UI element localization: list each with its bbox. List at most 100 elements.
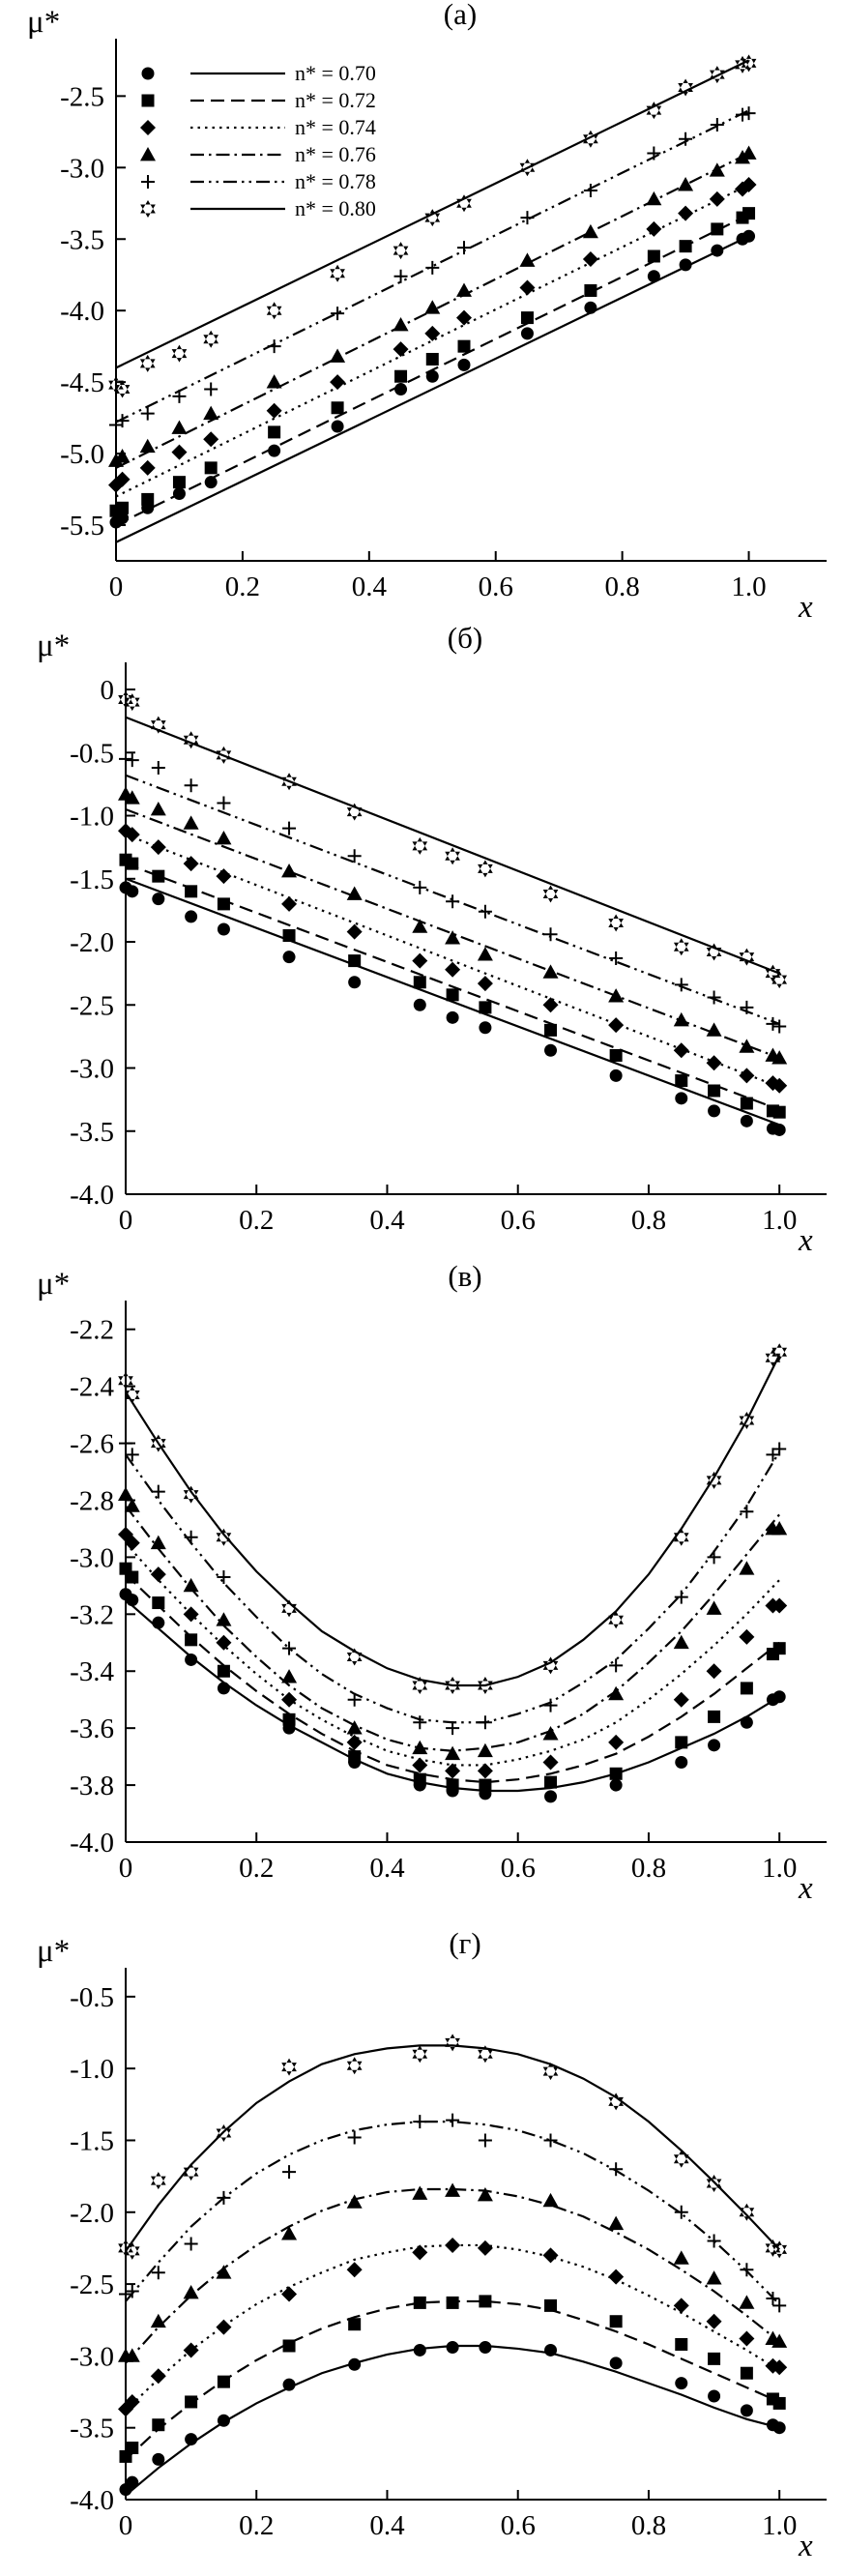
- data-point: [217, 1664, 230, 1678]
- data-point: [608, 2215, 625, 2231]
- y-tick-label: -4.0: [70, 1180, 114, 1211]
- x-tick-label: 0.4: [369, 1205, 405, 1236]
- data-point: [446, 1778, 459, 1792]
- data-point: [765, 1349, 781, 1367]
- data-point: [282, 2339, 296, 2353]
- panel-a: -5.5 -5.0 -4.5 -4.0 -3.5 -3.0 -2.5 0 0.2 0.4 0.6 0.…: [27, 0, 827, 625]
- data-point: [542, 1754, 559, 1771]
- data-point: [331, 401, 344, 415]
- data-point: [348, 976, 362, 989]
- data-point: [584, 283, 597, 297]
- data-point: [108, 453, 124, 467]
- data-point: [413, 1772, 426, 1786]
- y-tick-label: -5.0: [60, 439, 104, 470]
- x-tick-label: 0: [119, 2510, 133, 2541]
- data-point: [478, 904, 492, 919]
- data-point: [424, 209, 441, 227]
- data-point: [544, 1775, 558, 1789]
- data-point: [708, 2389, 721, 2403]
- x-tick-label: 0.4: [352, 571, 388, 602]
- data-point: [150, 2172, 166, 2190]
- data-point: [346, 886, 363, 900]
- data-point: [217, 2414, 230, 2427]
- data-point: [346, 1720, 363, 1735]
- fit-curve: [115, 184, 750, 498]
- data-point: [445, 930, 461, 945]
- data-point: [741, 54, 757, 73]
- data-point: [675, 2377, 688, 2390]
- y-tick-label: -0.5: [70, 738, 114, 769]
- data-point: [125, 1448, 139, 1462]
- fit-curve: [115, 59, 750, 369]
- data-point: [424, 300, 441, 314]
- data-point: [608, 2093, 624, 2111]
- data-point: [708, 1710, 721, 1723]
- data-point: [348, 2357, 362, 2371]
- panel-b: -4.0 -3.5 -3.0 -2.5 -2.0 -1.5 -1.0 -0.5 0 0 0.2 0.4…: [37, 621, 827, 1258]
- data-point: [185, 1653, 198, 1666]
- data-point: [772, 1019, 787, 1034]
- data-point: [542, 2063, 559, 2081]
- data-point: [412, 919, 428, 933]
- data-point: [330, 374, 346, 391]
- data-point: [771, 1520, 788, 1536]
- data-point: [204, 461, 218, 475]
- data-point: [675, 1736, 688, 1749]
- data-point: [216, 1634, 232, 1651]
- data-point: [217, 2375, 230, 2388]
- panel-label: (г): [449, 1926, 480, 1960]
- data-point: [140, 120, 156, 135]
- data-point: [118, 1371, 133, 1390]
- data-point: [139, 459, 156, 476]
- data-point: [172, 476, 186, 489]
- data-point: [609, 2356, 623, 2370]
- data-point: [477, 2239, 493, 2256]
- data-point: [393, 242, 409, 260]
- data-point: [152, 893, 165, 906]
- data-point: [183, 815, 199, 830]
- y-tick-label: -2.4: [70, 1372, 114, 1403]
- data-point: [183, 1606, 199, 1623]
- data-point: [456, 282, 472, 297]
- data-point: [348, 954, 362, 968]
- data-point: [141, 94, 155, 107]
- data-point: [446, 1721, 460, 1736]
- data-point: [281, 2286, 298, 2302]
- data-point: [331, 307, 345, 321]
- data-point: [185, 2433, 198, 2446]
- data-point: [413, 2343, 426, 2356]
- data-point: [412, 2045, 428, 2064]
- data-point: [709, 162, 725, 177]
- data-point: [281, 1599, 297, 1618]
- data-point: [183, 731, 199, 749]
- data-point: [152, 869, 165, 883]
- x-tick-label: 0: [119, 1853, 133, 1884]
- data-point: [772, 1442, 787, 1456]
- data-point: [282, 2378, 296, 2391]
- x-tick-label: 0.6: [501, 2510, 536, 2541]
- data-point: [706, 1471, 722, 1489]
- data-point: [583, 183, 597, 197]
- data-point: [281, 895, 298, 912]
- data-point: [124, 2241, 140, 2260]
- data-point: [183, 1577, 199, 1593]
- data-point: [331, 420, 344, 433]
- data-point: [281, 773, 297, 791]
- data-point: [217, 1682, 230, 1695]
- data-point: [520, 211, 535, 225]
- data-point: [740, 1114, 753, 1127]
- data-point: [152, 2418, 165, 2432]
- y-axis-label: μ*: [37, 1934, 70, 1969]
- y-tick-label: -2.0: [70, 2198, 114, 2229]
- data-point: [608, 914, 624, 932]
- data-point: [152, 1616, 165, 1629]
- data-point: [675, 1092, 688, 1105]
- x-tick-label: 0.8: [631, 2510, 666, 2541]
- data-point: [457, 339, 471, 353]
- data-point: [608, 988, 625, 1003]
- data-point: [710, 117, 724, 132]
- data-point: [150, 2368, 166, 2385]
- data-point: [281, 863, 298, 878]
- data-point: [608, 2269, 625, 2285]
